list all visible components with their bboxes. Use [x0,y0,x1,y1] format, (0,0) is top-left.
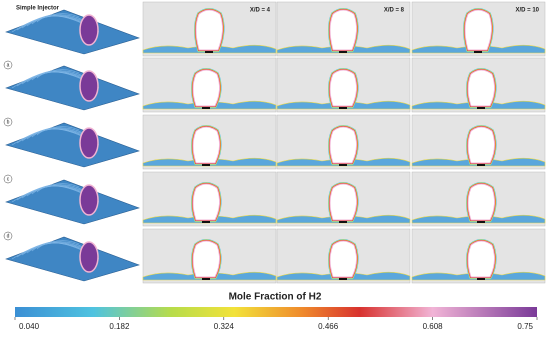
injector-plume [79,184,99,216]
injector-port [339,278,347,280]
injector-surface [5,236,140,282]
row-label: a [7,62,10,68]
plume-ring [329,69,358,107]
injector-port [205,51,213,53]
plume-ring [467,126,496,164]
colorbar [15,307,537,317]
plume-ring [192,240,221,278]
plume-ring [467,240,496,278]
column-header: X/D = 10 [515,8,539,14]
row-label: b [7,119,10,125]
injector-contour [11,240,80,260]
injector-port [474,51,482,53]
injector-port [339,107,347,109]
injector-contour [16,14,84,31]
row-label-badge [3,174,13,184]
injector-contour [11,13,80,33]
injector-contour [11,126,80,146]
plume-ring [329,240,358,278]
injector-plume [79,70,99,102]
colorbar-title: Mole Fraction of H2 [229,292,322,303]
colorbar-tick-label: 0.75 [517,322,533,331]
plume-ring [329,126,358,164]
column-header: X/D = 8 [384,8,405,14]
injector-title: Simple Injector [16,6,60,12]
plume-ring [464,9,493,51]
colorbar-tick-label: 0.324 [214,322,235,331]
plume-ring [467,183,496,221]
row-label-badge [3,231,13,241]
plume-ring [192,126,221,164]
injector-contour [16,184,84,201]
row-label-badge [3,117,13,127]
injector-port [477,107,485,109]
injector-port [339,51,347,53]
colorbar-tick-label: 0.466 [318,322,339,331]
column-header: X/D = 4 [250,8,271,14]
colorbar-tick-label: 0.608 [423,322,444,331]
injector-port [477,278,485,280]
injector-plume [79,127,99,159]
injector-port [202,107,210,109]
plume-ring [467,69,496,107]
plume-ring [195,9,224,51]
injector-contour [16,70,84,87]
injector-contour [11,183,80,203]
panel-grid: X/D = 4 X/D = 8 X/D = 10 a b c d [3,1,546,284]
injector-port [477,221,485,223]
injector-port [202,164,210,166]
injector-port [202,278,210,280]
injector-plume [79,241,99,273]
injector-port [339,221,347,223]
injector-port [339,164,347,166]
injector-contour [16,127,84,144]
injector-contour [11,69,80,89]
injector-contour [16,241,84,258]
row-label: c [7,176,10,182]
injector-port [477,164,485,166]
injector-port [202,221,210,223]
row-label: d [7,233,10,239]
injector-surface [5,65,140,111]
plume-ring [192,69,221,107]
colorbar-tick-label: 0.040 [19,322,40,331]
injector-plume [79,14,99,46]
colorbar-tick-label: 0.182 [109,322,130,331]
plume-ring [192,183,221,221]
injector-surface [5,122,140,168]
injector-surface [5,9,140,55]
injector-surface [5,179,140,225]
row-label-badge [3,60,13,70]
plume-ring [329,9,358,51]
plume-ring [329,183,358,221]
